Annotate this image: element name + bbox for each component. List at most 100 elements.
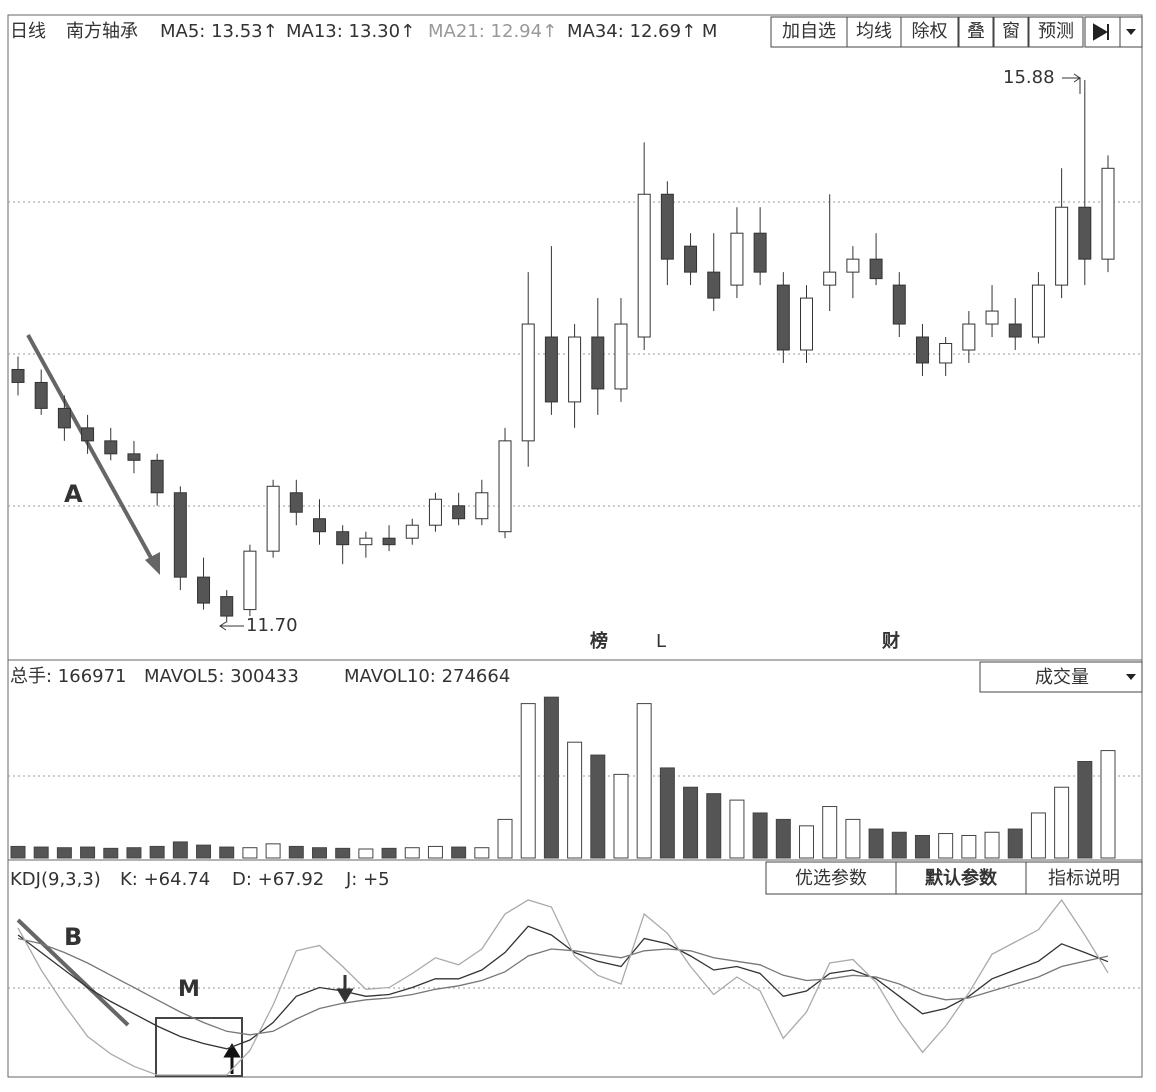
candle-body [614,323,628,390]
kdj-legend: D: +67.92 [232,869,324,890]
volume-bar [799,825,815,859]
button-label[interactable]: 窗 [1002,21,1020,42]
candle-body [1055,206,1069,286]
volume-bar [914,834,930,859]
ma-legend: MA5: 13.53↑ [160,21,278,42]
candle-body [1031,284,1045,338]
volume-bar [961,834,977,859]
volume-bar [636,703,652,859]
volume-bar [103,847,119,859]
volume-bar [288,845,304,859]
volume-bar [729,799,745,859]
kdj-line [17,925,1109,1050]
candle-body [243,550,257,611]
candle-body [962,323,976,351]
button[interactable] [770,16,848,48]
candle-body [591,336,605,390]
volume-bar [775,818,791,859]
candle-body [1101,167,1115,260]
high-label: 15.88 [1003,67,1055,88]
toolbar: 优选参数 默认参数 指标说明 [765,861,1143,895]
volume-bar [33,846,49,859]
button[interactable] [1028,16,1084,48]
button-label[interactable]: 叠 [967,21,985,42]
volume-bar [381,847,397,859]
volume-bar [938,833,954,859]
candle-body [892,284,906,325]
annotation: 财 [882,630,900,652]
candle-body [57,407,71,429]
candle-body [405,524,419,539]
candle-body [660,193,674,260]
volume-bar [126,847,142,859]
volume-legend: MAVOL5: 300433 [144,666,299,687]
indicator-select[interactable]: 成交量 [1035,667,1089,688]
candle-body [846,258,860,273]
highlight-box [155,1017,243,1077]
button[interactable] [900,16,959,48]
candle-body [266,485,280,552]
volume-bar [427,845,443,859]
volume-bar [543,696,559,859]
volume-bar [265,843,281,859]
candle-body [1078,206,1092,260]
annotation: M [178,977,200,1002]
candle-body [707,271,721,299]
volume-bar [590,754,606,859]
arrow [1062,73,1081,94]
volume-bar [219,846,235,859]
volume-bar [520,703,536,859]
ma-legend: MA21: 12.94↑ [428,21,557,42]
button-label[interactable]: 默认参数 [925,867,998,889]
annotation: A [64,480,83,508]
candle-body [220,596,234,617]
dropdown[interactable] [979,661,1143,693]
volume-bar [358,848,374,859]
candle-body [985,310,999,325]
candle-body [428,498,442,526]
candle-body [382,537,396,546]
volume-bar [10,845,26,859]
candle-body [475,492,489,520]
candle-body [104,440,118,455]
volume-bar [1007,828,1023,859]
arrow [26,334,157,566]
candle-body [173,492,187,578]
button[interactable] [765,861,897,895]
volume-bar [706,793,722,859]
volume-bar [845,818,861,859]
candle-body [312,518,326,533]
icon [1126,674,1136,680]
button-label[interactable]: 预测 [1038,21,1074,42]
volume-bar [1054,786,1070,859]
volume-bar [984,831,1000,859]
arrow [16,918,130,1027]
volume-legend: MAVOL10: 274664 [344,666,510,687]
volume-bar [567,741,583,859]
button[interactable] [958,16,994,48]
button-label[interactable]: 优选参数 [795,868,867,889]
candle-body [34,381,48,409]
button[interactable] [1025,861,1143,895]
button[interactable] [993,16,1029,48]
button-label[interactable]: 加自选 [782,21,836,42]
chart-frame [7,14,1143,1078]
volume-bar [822,806,838,859]
volume-bar [1100,750,1116,859]
volume-bar [868,828,884,859]
button[interactable] [895,861,1027,895]
volume-bar [683,786,699,859]
button[interactable] [846,16,902,48]
button-label[interactable]: 除权 [912,21,948,42]
volume-bar [149,845,165,859]
button-label[interactable]: 指标说明 [1048,868,1120,889]
icon [1126,29,1136,35]
ma-legend: MA13: 13.30↑ [286,21,415,42]
button-label[interactable]: 均线 [856,21,892,42]
candle-body [359,537,373,546]
volume-bar [196,844,212,859]
kdj-legend: KDJ(9,3,3) [10,869,101,890]
volume-bar [242,847,258,859]
candle-body [637,193,651,338]
